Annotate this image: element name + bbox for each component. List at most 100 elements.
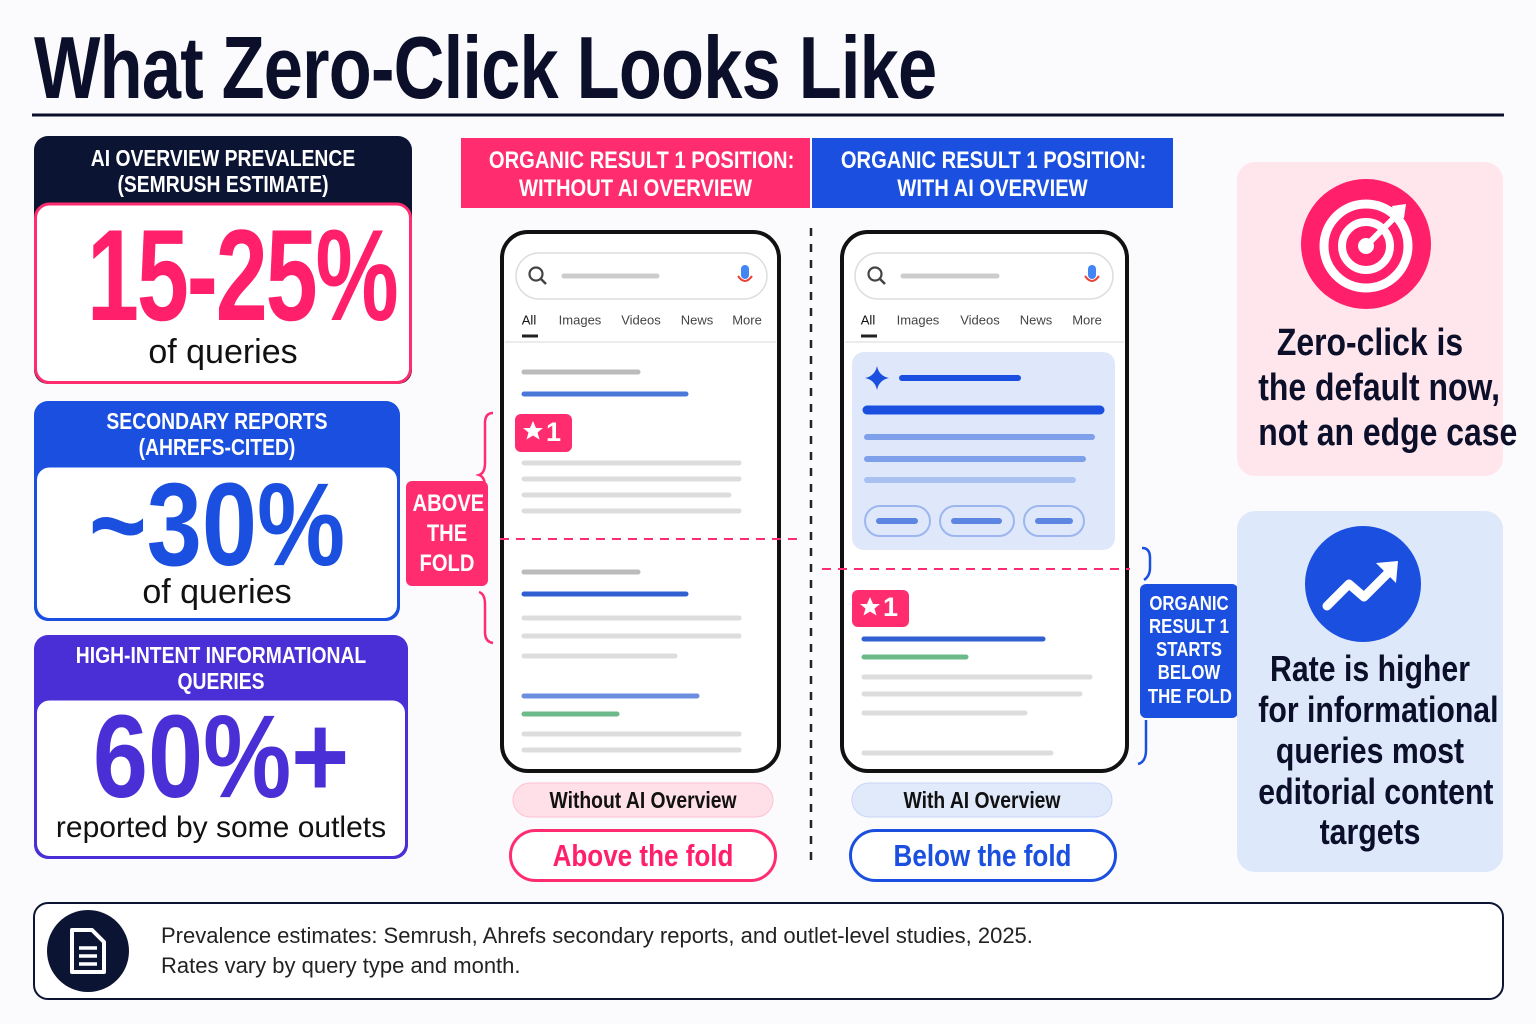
decor-rect	[939, 505, 1015, 537]
decor-rect	[1088, 265, 1096, 279]
decor-rect	[852, 590, 909, 627]
decor-rect	[509, 829, 777, 882]
decor-rect	[852, 352, 1115, 550]
decor-g: 1 1	[546, 417, 898, 622]
insight-text: Rate is higher	[1270, 648, 1470, 689]
insight-text: Zero-click is	[1276, 322, 1464, 364]
column-header: ORGANIC RESULT 1 POSITION:	[488, 147, 795, 174]
stat-header: (SEMRUSH ESTIMATE)	[117, 171, 329, 197]
footnote: Prevalence estimates: Semrush, Ahrefs se…	[161, 923, 1033, 948]
decor-path	[523, 421, 543, 440]
decor-rect	[1140, 584, 1238, 718]
decor-path	[478, 590, 494, 645]
fold-result: Below the fold	[893, 838, 1072, 873]
decor-circle	[1305, 526, 1421, 642]
fold-label: ORGANIC	[1149, 593, 1229, 615]
stat-header: AI OVERVIEW PREVALENCE	[90, 145, 356, 171]
stat-value: 60%+	[92, 691, 350, 823]
insight-text: editorial content	[1258, 771, 1494, 812]
tab: More	[1072, 312, 1102, 327]
stat-header: QUERIES	[177, 668, 265, 694]
footnote: Rates vary by query type and month.	[161, 953, 521, 978]
stat-caption: reported by some outlets	[55, 811, 387, 844]
decor-rect	[1237, 511, 1503, 872]
decor-circle	[1319, 199, 1413, 293]
tab: Images	[897, 312, 940, 327]
insight-text: the default now,	[1258, 367, 1501, 409]
stat-caption: of queries	[142, 573, 292, 611]
fold-label: FOLD	[419, 550, 475, 577]
decor-rect	[34, 202, 412, 384]
decor-path	[1137, 720, 1148, 766]
decor-rect	[741, 265, 749, 279]
decor-line	[1365, 211, 1401, 247]
decor-rect	[851, 782, 1113, 818]
decor-path	[737, 275, 753, 282]
decor-rect	[34, 464, 400, 621]
decor-rect	[33, 902, 1504, 1000]
fold-label: RESULT 1	[1149, 616, 1229, 638]
decor-path	[1141, 546, 1152, 582]
decor-g: All Images Videos News More All Images V…	[522, 312, 1102, 327]
fold-label: STARTS	[1156, 639, 1222, 661]
stat-value: ~30%	[88, 459, 346, 591]
decor-rect	[406, 481, 488, 586]
column-header: WITHOUT AI OVERVIEW	[519, 175, 752, 202]
fold-label: THE	[426, 520, 468, 547]
fold-label: THE FOLD	[1147, 686, 1232, 708]
tab: All	[861, 312, 876, 327]
decor-polyline	[1322, 564, 1397, 611]
decor-g	[521, 369, 742, 753]
decor-rect	[512, 782, 774, 818]
stat-value: 15-25%	[86, 202, 399, 348]
fold-result: Above the fold	[552, 838, 734, 873]
tab: All	[522, 312, 537, 327]
decor-rect	[515, 414, 572, 452]
decor-rect	[864, 505, 931, 537]
phone-label: With AI Overview	[903, 787, 1061, 813]
decor-path	[860, 597, 880, 616]
decor-rect	[461, 138, 810, 208]
tab: News	[681, 312, 714, 327]
decor-rect	[849, 829, 1117, 882]
decor-g	[861, 636, 1093, 756]
decor-path	[1376, 561, 1398, 583]
stat-caption: of queries	[148, 333, 298, 371]
insight-text: queries most	[1275, 730, 1465, 771]
decor-path	[475, 411, 494, 488]
insight-text: for informational	[1258, 689, 1499, 730]
decor-line	[879, 278, 886, 285]
page-title: What Zero-Click Looks Like	[34, 18, 937, 117]
decor-circle	[47, 910, 129, 992]
decor-path	[1392, 204, 1406, 220]
tab: News	[1020, 312, 1053, 327]
decor-rect	[1023, 505, 1085, 537]
rank-badge: 1	[883, 592, 898, 622]
decor-path	[1084, 275, 1100, 282]
decor-rect	[812, 138, 1173, 208]
fold-label: ABOVE	[412, 490, 485, 517]
decor-path	[865, 366, 889, 390]
tab: Images	[559, 312, 602, 327]
tab: Videos	[621, 312, 661, 327]
phone-label: Without AI Overview	[549, 787, 737, 813]
fold-label: BELOW	[1157, 662, 1221, 684]
decor-line	[540, 278, 547, 285]
stat-header: SECONDARY REPORTS	[106, 408, 328, 434]
decor-circle	[1338, 218, 1394, 274]
tab: Videos	[960, 312, 1000, 327]
decor-circle	[867, 266, 883, 282]
stat-header: (AHREFS-CITED)	[138, 434, 296, 460]
decor-rect	[34, 697, 408, 859]
decor-circle	[528, 266, 544, 282]
column-header: WITH AI OVERVIEW	[897, 175, 1088, 202]
tab: More	[732, 312, 762, 327]
rank-badge: 1	[546, 417, 561, 447]
stat-header: HIGH-INTENT INFORMATIONAL	[75, 642, 367, 668]
decor-g	[862, 375, 1105, 483]
insight-text: not an edge case	[1258, 412, 1518, 454]
decor-path	[70, 928, 106, 974]
insight-text: targets	[1319, 811, 1421, 852]
